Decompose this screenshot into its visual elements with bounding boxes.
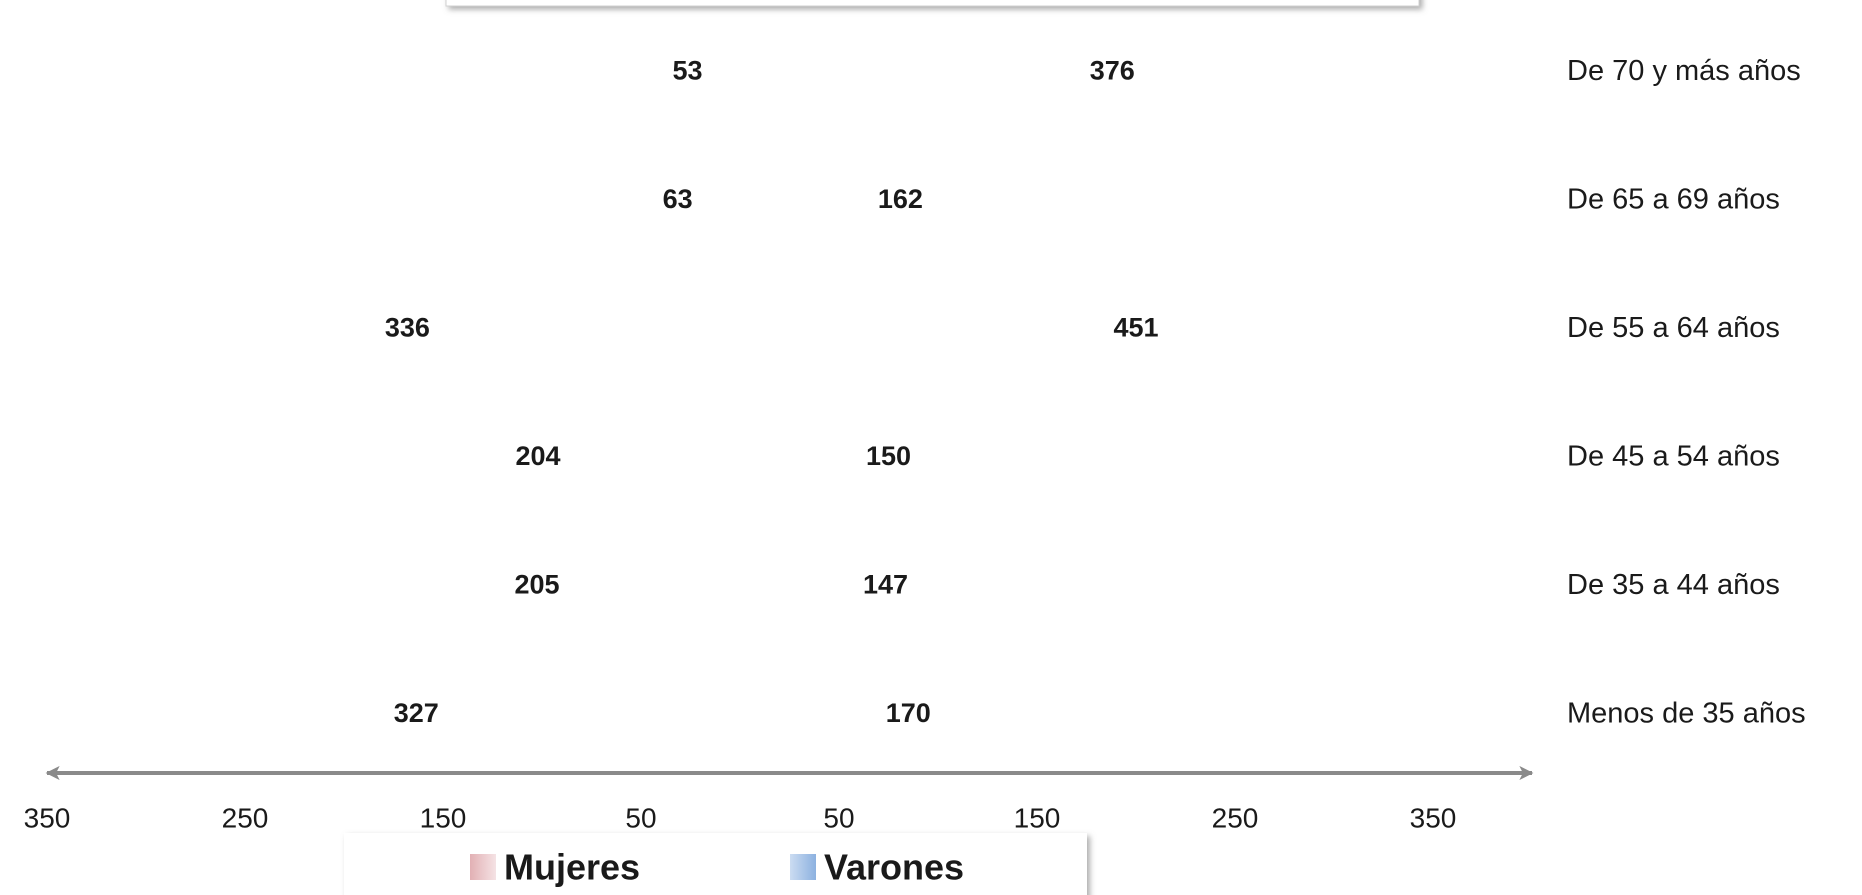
bar <box>740 268 1633 390</box>
legend-box <box>344 833 1087 895</box>
x-tick-label: 150 <box>420 802 467 833</box>
value-label: 53 <box>673 55 703 85</box>
value-label: 205 <box>515 569 560 599</box>
category-label: De 70 y más años <box>1567 55 1801 87</box>
legend: Mujeres Varones <box>470 847 964 888</box>
x-tick-label: 350 <box>24 802 71 833</box>
axis: 350 250 150 50 50 150 250 350 <box>24 766 1534 833</box>
value-label: 63 <box>663 184 693 214</box>
value-label: 327 <box>394 698 439 728</box>
x-tick-label: 350 <box>1410 802 1457 833</box>
top-panel-edge <box>445 0 1420 7</box>
x-tick-label: 50 <box>625 802 656 833</box>
x-tick-label: 50 <box>823 802 854 833</box>
category-label: De 65 a 69 años <box>1567 183 1780 215</box>
category-label: Menos de 35 años <box>1567 697 1806 729</box>
value-label: 150 <box>866 441 911 471</box>
category-label: De 45 a 54 años <box>1567 440 1780 472</box>
legend-swatch <box>790 854 816 880</box>
bars <box>75 11 1633 776</box>
value-label: 451 <box>1113 312 1158 342</box>
value-label: 162 <box>878 184 923 214</box>
value-label: 376 <box>1090 55 1135 85</box>
value-label: 147 <box>863 569 908 599</box>
legend-label: Varones <box>824 847 964 888</box>
x-tick-label: 250 <box>1212 802 1259 833</box>
category-label: De 55 a 64 años <box>1567 312 1780 344</box>
category-label: De 35 a 44 años <box>1567 569 1780 601</box>
legend-label: Mujeres <box>504 847 640 888</box>
value-label: 336 <box>385 312 430 342</box>
value-label: 170 <box>886 698 931 728</box>
value-label: 204 <box>516 441 561 471</box>
legend-swatch <box>470 854 496 880</box>
x-tick-label: 250 <box>222 802 269 833</box>
x-tick-label: 150 <box>1014 802 1061 833</box>
